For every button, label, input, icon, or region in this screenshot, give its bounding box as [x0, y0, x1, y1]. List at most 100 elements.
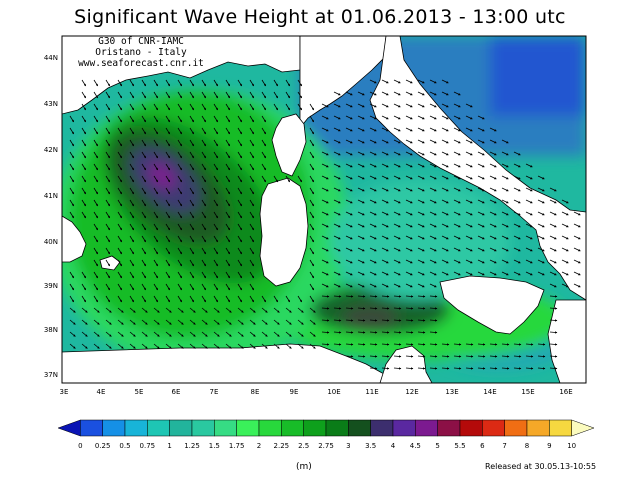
wave-arrow	[345, 235, 353, 240]
wave-arrow	[525, 187, 533, 192]
wave-arrow	[129, 295, 135, 303]
wave-arrow	[453, 91, 461, 96]
wave-arrow	[465, 115, 473, 120]
wave-arrow	[93, 295, 99, 303]
lat-label: 39N	[44, 282, 58, 290]
wave-arrow	[393, 307, 402, 310]
wave-arrow	[321, 115, 329, 120]
wave-arrow	[429, 223, 437, 228]
lon-label: 3E	[60, 388, 69, 396]
land-balearic	[99, 255, 121, 271]
wave-arrow	[393, 163, 401, 168]
wave-arrow	[405, 355, 414, 358]
lon-label: 7E	[210, 388, 219, 396]
wave-arrow	[309, 343, 316, 349]
wave-arrow	[141, 247, 147, 255]
wave-arrow	[477, 127, 485, 132]
wave-arrow	[189, 343, 196, 349]
wave-arrow	[129, 79, 135, 87]
wave-arrow	[441, 187, 449, 192]
wave-arrow	[213, 319, 220, 325]
wave-arrow	[93, 271, 99, 279]
wave-arrow	[393, 127, 401, 132]
wave-arrow	[345, 115, 353, 120]
wave-arrow	[429, 163, 437, 168]
longitude-axis: 3E 4E 5E 6E 7E 8E 9E 10E 11E 12E 13E 14E…	[60, 388, 573, 396]
wave-arrow	[369, 103, 377, 108]
wave-arrow	[105, 295, 111, 303]
wave-arrow	[153, 283, 159, 291]
colorbar-tick-label: 0.25	[95, 442, 111, 450]
wave-arrow	[501, 259, 509, 264]
wave-arrow	[405, 223, 413, 228]
wave-arrow	[417, 283, 425, 288]
wave-arrow	[309, 307, 316, 313]
wave-arrow	[453, 235, 461, 240]
wave-arrow	[477, 139, 485, 144]
colorbar-tick-label: 2.25	[274, 442, 290, 450]
wave-arrow	[501, 151, 509, 156]
wave-arrow	[357, 175, 365, 180]
wave-arrow	[117, 127, 123, 135]
wave-arrow	[465, 271, 473, 276]
wave-arrow	[465, 247, 473, 252]
wave-arrow	[501, 247, 509, 252]
wave-arrow	[417, 175, 425, 180]
wave-arrow	[489, 127, 497, 132]
wave-arrow	[141, 343, 148, 349]
wave-arrow	[93, 319, 100, 325]
wave-arrow	[213, 175, 219, 183]
wave-arrow	[321, 163, 329, 168]
wave-arrow	[441, 343, 450, 346]
wave-arrow	[237, 115, 243, 123]
wave-arrow	[165, 223, 171, 231]
wave-arrow	[285, 103, 291, 111]
wave-arrow	[141, 331, 148, 337]
wave-arrow	[105, 247, 111, 255]
wave-arrow	[369, 331, 378, 334]
wave-arrow	[405, 91, 413, 96]
wave-arrow	[417, 307, 426, 310]
wave-arrow	[309, 283, 315, 291]
wave-arrow	[417, 259, 425, 264]
wave-arrow	[129, 343, 136, 349]
wave-arrow	[153, 211, 159, 219]
wave-arrow	[177, 295, 183, 303]
wave-arrow	[477, 187, 485, 192]
wave-arrow	[213, 139, 219, 147]
wave-arrow	[165, 271, 171, 279]
wave-arrow	[69, 307, 76, 313]
wave-arrow	[381, 223, 389, 228]
wave-arrow	[141, 127, 147, 135]
wave-arrow	[393, 283, 401, 288]
wave-arrow	[249, 331, 256, 337]
wave-arrow	[141, 283, 147, 291]
wave-arrow	[261, 307, 268, 313]
wave-arrow	[369, 247, 377, 252]
wave-arrow	[513, 259, 521, 264]
wave-arrow	[309, 151, 315, 159]
wave-arrow	[429, 331, 438, 334]
colorbar-tick-label: 2.5	[298, 442, 309, 450]
wave-arrow	[345, 139, 353, 144]
wave-arrow	[489, 187, 497, 192]
colorbar-tick-label: 2.75	[318, 442, 334, 450]
wave-arrow	[429, 151, 437, 156]
wave-arrow	[225, 235, 231, 243]
wave-arrow	[381, 283, 389, 288]
wave-arrow	[321, 175, 329, 180]
map-frame	[61, 35, 587, 384]
colorbar-tick-label: 3.5	[365, 442, 376, 450]
wave-arrow	[297, 79, 303, 87]
wave-arrow	[261, 103, 267, 111]
wave-arrow	[345, 223, 353, 228]
wave-arrow	[333, 199, 341, 204]
wave-arrow	[165, 187, 171, 195]
wave-arrow	[393, 223, 401, 228]
wave-arrow	[201, 139, 207, 147]
wave-arrow	[549, 211, 557, 216]
wave-arrow	[369, 355, 378, 358]
wave-arrow	[261, 139, 267, 147]
wave-arrow	[165, 319, 172, 325]
wave-arrow	[213, 151, 219, 159]
